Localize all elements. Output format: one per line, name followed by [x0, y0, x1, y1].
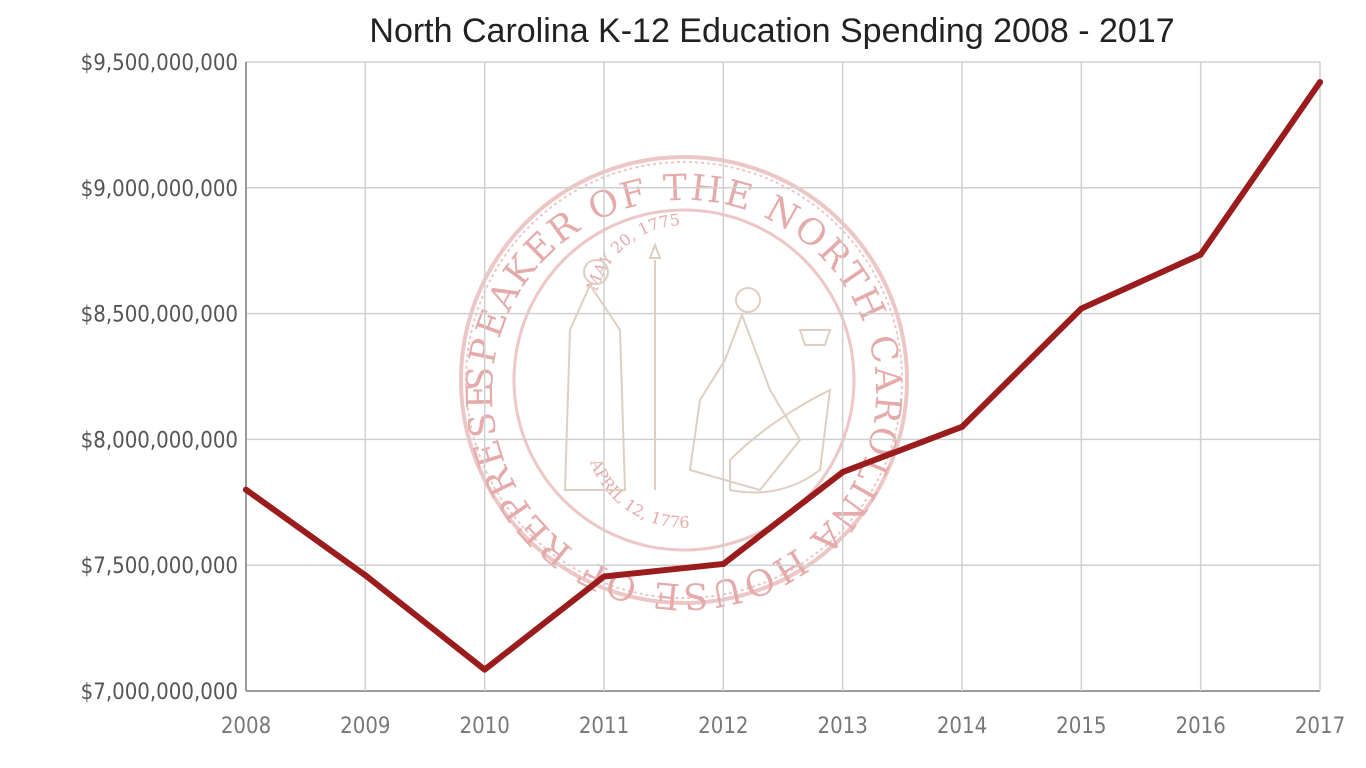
seal-bottom-date: APRIL 12, 1776	[586, 455, 690, 532]
y-tick-label: $9,000,000,000	[81, 177, 238, 202]
x-tick-label: 2011	[579, 714, 629, 739]
x-tick-label: 2017	[1295, 714, 1345, 739]
data-point	[601, 573, 607, 580]
grid	[245, 61, 1321, 692]
x-tick-label: 2009	[340, 714, 390, 739]
y-tick-label: $8,500,000,000	[81, 303, 238, 328]
y-axis: $7,000,000,000 $7,500,000,000 $8,000,000,0…	[81, 51, 238, 705]
svg-text:APRIL 12, 1776: APRIL 12, 1776	[586, 455, 690, 532]
x-tick-label: 2013	[817, 714, 867, 739]
x-tick-label: 2015	[1056, 714, 1106, 739]
data-point	[1197, 251, 1204, 258]
data-point	[839, 469, 846, 476]
data-point	[720, 560, 727, 567]
seal-figures-illustration	[563, 242, 832, 494]
data-point	[1317, 79, 1323, 86]
x-tick-label: 2014	[937, 714, 987, 739]
y-tick-label: $7,500,000,000	[81, 554, 238, 579]
y-tick-label: $9,500,000,000	[81, 51, 238, 76]
x-tick-label: 2012	[698, 714, 748, 739]
series	[243, 79, 1323, 673]
x-tick-label: 2008	[221, 714, 271, 739]
series-line	[243, 79, 1323, 673]
y-tick-label: $8,000,000,000	[81, 428, 238, 453]
x-tick-label: 2010	[459, 714, 509, 739]
chart-title: North Carolina K-12 Education Spending 2…	[369, 12, 1174, 50]
data-point	[959, 423, 965, 430]
data-point	[243, 486, 249, 493]
y-tick-label: $7,000,000,000	[81, 680, 238, 705]
data-point	[362, 572, 369, 579]
data-point	[481, 666, 488, 673]
x-axis: 2008 2009 2010 2011 2012 2013 2014 2015 2016 2017	[221, 714, 1345, 739]
x-tick-label: 2016	[1175, 714, 1225, 739]
data-point	[1078, 305, 1085, 312]
